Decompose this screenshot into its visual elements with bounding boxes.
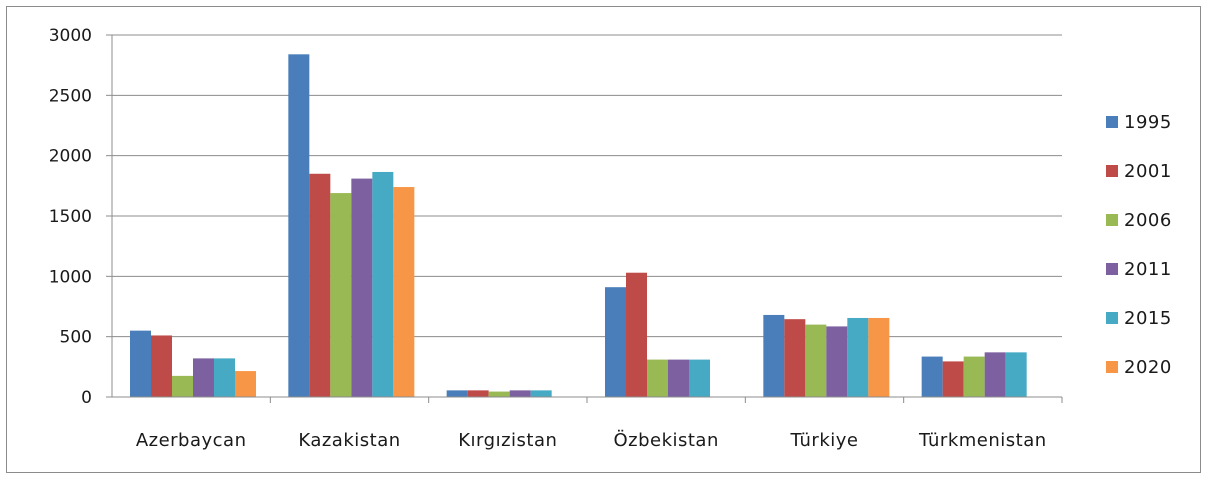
legend-label: 2006 <box>1124 210 1172 231</box>
bar-2011-5 <box>984 352 1006 397</box>
bar-1995-3 <box>605 287 626 397</box>
bar-2006-4 <box>805 324 827 397</box>
bar-2015-0 <box>214 358 235 397</box>
bar-2015-1 <box>372 171 394 397</box>
bar-2001-1 <box>309 173 331 397</box>
bars <box>130 54 1027 397</box>
x-category-label: Türkiye <box>790 430 859 451</box>
legend-label: 2020 <box>1124 357 1172 378</box>
bar-1995-4 <box>763 314 785 397</box>
bar-1995-5 <box>921 356 943 397</box>
bar-1995-0 <box>130 330 151 397</box>
bar-2015-5 <box>1005 352 1027 397</box>
y-axis-ticks: 0 500 1000 1500 2000 2500 3000 <box>49 26 112 408</box>
x-category-label: Kırgızistan <box>458 430 557 451</box>
y-tick-label: 1500 <box>49 207 92 227</box>
legend-label: 1995 <box>1124 112 1172 133</box>
x-category-label: Kazakistan <box>298 430 400 451</box>
bar-2006-5 <box>963 356 985 397</box>
legend-swatch-2015 <box>1106 312 1118 324</box>
y-tick-label: 3000 <box>49 26 92 46</box>
y-tick-label: 1000 <box>49 267 92 287</box>
bar-2006-2 <box>488 391 510 397</box>
legend-swatch-2020 <box>1106 361 1118 373</box>
bar-2006-1 <box>330 193 352 397</box>
bar-2011-2 <box>509 390 531 397</box>
bar-2001-3 <box>626 272 647 397</box>
bar-2020-4 <box>868 317 890 397</box>
bar-2006-0 <box>172 375 193 397</box>
x-category-label: Azerbaycan <box>136 430 247 451</box>
bar-2015-3 <box>689 359 710 397</box>
bar-2001-4 <box>784 319 806 397</box>
x-axis-categories: Azerbaycan Kazakistan Kırgızistan Özbekista… <box>136 429 1047 451</box>
y-tick-label: 2000 <box>49 147 92 167</box>
bar-2001-0 <box>151 335 172 397</box>
x-category-label: Türkmenistan <box>918 430 1047 451</box>
bar-2015-2 <box>530 390 552 397</box>
bar-2020-1 <box>393 187 415 397</box>
bar-2001-5 <box>942 361 964 397</box>
axes <box>111 35 1063 403</box>
bar-2006-3 <box>647 359 668 397</box>
legend-swatch-1995 <box>1106 116 1118 128</box>
bar-2015-4 <box>847 317 869 397</box>
bar-2001-2 <box>467 390 489 397</box>
bar-2011-1 <box>351 178 373 397</box>
bar-2011-4 <box>826 326 848 397</box>
legend-label: 2001 <box>1124 161 1172 182</box>
legend-swatch-2001 <box>1106 165 1118 177</box>
legend-swatch-2006 <box>1106 214 1118 226</box>
bar-2020-0 <box>235 371 256 397</box>
x-category-label: Özbekistan <box>613 429 718 451</box>
legend: 1995 2001 2006 2011 2015 2020 <box>1106 112 1172 378</box>
legend-label: 2011 <box>1124 259 1172 280</box>
bar-2011-0 <box>193 358 214 397</box>
legend-swatch-2011 <box>1106 263 1118 275</box>
legend-label: 2015 <box>1124 308 1172 329</box>
y-tick-label: 500 <box>60 328 92 348</box>
bar-1995-1 <box>288 54 310 397</box>
bar-1995-2 <box>446 390 468 397</box>
y-tick-label: 0 <box>81 388 92 408</box>
gridlines <box>112 34 1062 338</box>
y-tick-label: 2500 <box>49 86 92 106</box>
bar-2011-3 <box>668 359 689 397</box>
